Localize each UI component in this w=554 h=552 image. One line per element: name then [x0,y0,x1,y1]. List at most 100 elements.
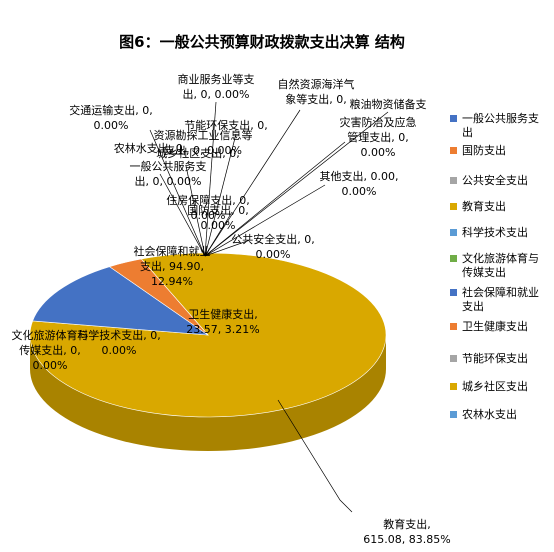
legend-entry: 卫生健康支出 [462,319,528,333]
legend-entry: 公共安全支出 [462,173,528,187]
data-label-liangyou: 粮油物资储备支 [350,97,427,111]
data-label-zhufang-line: 住房保障支出, 0, [166,193,250,207]
legend-swatch [450,289,457,296]
data-label-jiaoyu-line: 615.08, 83.85% [363,533,450,546]
data-label-ziran: 自然资源海洋气象等支出, 0, [278,77,355,106]
legend-label: 科学技术支出 [462,225,528,239]
data-label-guofang-line: 0.00% [201,219,236,232]
data-label-gonggong: 公共安全支出, 0, 0.00% [231,232,315,261]
leader-line [204,141,346,257]
data-label-wenhua-line: 文化旅游体育与 [12,328,89,342]
legend-label: 支出 [462,299,484,313]
leader-line [149,129,206,257]
data-label-zaihai-line: 灾害防治及应急 [340,115,417,129]
legend-entry: 国防支出 [462,143,506,157]
data-label-yiban-line: 出, 0, 0.00% [135,174,202,188]
data-label-chengxiang: 城乡社区支出, 0, [156,146,240,160]
legend-swatch [450,255,457,262]
data-label-shehui-line: 支出, 94.90, [140,259,204,273]
data-label-chengxiang-line: 城乡社区支出, 0, [156,146,240,160]
legend-label: 传媒支出 [462,265,506,279]
data-label-qita-line: 0.00% [342,185,377,198]
legend-label: 卫生健康支出 [462,319,528,333]
data-label-keji: 科学技术支出, 0, 0.00% [77,328,161,357]
leader-line [204,109,301,257]
data-label-shehui-line: 社会保障和就业 [134,244,211,258]
data-label-nonglin-line: 农林水支出, 0, [114,141,187,155]
data-label-zaihai-line: 0.00% [361,146,396,159]
legend-swatch [450,383,457,390]
legend-swatch [450,229,457,236]
data-label-shehui-line: 12.94% [151,275,193,288]
slice-7 [108,258,209,336]
data-label-shehui: 社会保障和就业支出, 94.90, 12.94% [134,244,211,288]
legend-swatch [450,411,457,418]
data-label-ziyuan-line: 支出, 0, 0.00% [164,143,242,157]
legend-swatch [450,147,457,154]
legend-label: 公共安全支出 [462,173,528,187]
legend-label: 农林水支出 [462,407,517,421]
data-label-keji-line: 0.00% [102,344,137,357]
data-label-zhufang-line: 0.00% [191,209,226,222]
data-label-shangye-line: 出, 0, 0.00% [183,87,250,101]
legend-entry: 社会保障和就业支出 [462,285,539,313]
data-label-ziran-line: 自然资源海洋气 [278,77,355,91]
data-label-shangye-line: 商业服务业等支 [178,72,255,86]
data-label-ziyuan-line: 资源勘探工业信息等 [154,128,253,142]
legend-swatch [450,203,457,210]
data-label-weisheng-line: 卫生健康支出, [188,307,258,321]
legend-label: 节能环保支出 [462,351,528,365]
data-label-jiaoyu: 教育支出, 615.08, 83.85% [363,517,450,546]
legend-entry: 节能环保支出 [462,351,528,365]
data-label-qita-line: 其他支出, 0.00, [320,169,399,183]
data-label-shangye: 商业服务业等支出, 0, 0.00% [178,72,255,101]
data-label-keji-line: 科学技术支出, 0, [77,328,161,342]
data-label-liangyou-line: 粮油物资储备支 [350,97,427,111]
data-label-jieneng-line: 节能环保支出, 0, [184,118,268,132]
legend-label: 教育支出 [462,199,506,213]
leader-line [204,111,389,257]
data-label-jiaotong-line: 0.00% [94,119,129,132]
data-label-ziran-line: 象等支出, 0, [285,92,347,106]
legend-swatch [450,177,457,184]
legend-label: 文化旅游体育与 [462,251,539,265]
data-label-gonggong-line: 公共安全支出, 0, [231,232,315,246]
data-label-qita: 其他支出, 0.00, 0.00% [320,169,399,198]
data-label-zaihai-line: 管理支出, 0, [347,130,409,144]
leader-line [204,101,217,257]
legend-entry: 一般公共服务支出 [462,112,539,139]
data-label-yiban-line: 一般公共服务支 [130,160,207,173]
leader-line [159,173,206,257]
legend-label: 出 [462,125,473,139]
legend-entry: 农林水支出 [462,407,517,421]
data-label-zhufang: 住房保障支出, 0, 0.00% [166,193,250,222]
leader-line [204,184,326,257]
slice-3-side [30,335,386,451]
legend-label: 城乡社区支出 [462,379,528,393]
data-label-jiaotong: 交通运输支出, 0, 0.00% [69,103,153,132]
legend-swatch [450,115,457,122]
legend: 一般公共服务支出国防支出公共安全支出教育支出科学技术支出文化旅游体育与传媒支出社… [450,112,539,421]
legend-entry: 文化旅游体育与传媒支出 [462,251,539,279]
leader-line [204,211,233,257]
data-label-jiaotong-line: 交通运输支出, 0, [69,103,153,117]
leader-line [204,239,251,257]
legend-entry: 城乡社区支出 [462,379,528,393]
leader-line [185,165,206,257]
legend-entry: 教育支出 [462,199,506,213]
legend-swatch [450,355,457,362]
data-label-zaihai: 灾害防治及应急管理支出, 0, 0.00% [340,115,417,159]
data-label-guofang: 国防支出, 0, 0.00% [187,203,249,232]
data-label-gonggong-line: 0.00% [256,248,291,261]
data-label-guofang-line: 国防支出, 0, [187,203,249,217]
chart-title: 图6：一般公共预算财政拨款支出决算 结构 [119,33,405,51]
data-label-wenhua-line: 0.00% [33,359,68,372]
data-labels: 商业服务业等支出, 0, 0.00% 自然资源海洋气象等支出, 0, 粮油物资储备支… [12,72,451,546]
legend-label: 一般公共服务支 [462,112,539,125]
leader-line-jiaoyu [277,399,353,513]
data-label-wenhua-line: 传媒支出, 0, [19,343,81,357]
data-label-weisheng: 卫生健康支出, 23.57, 3.21% [186,307,259,336]
slice-6 [32,266,210,336]
pie-plot [29,252,387,451]
